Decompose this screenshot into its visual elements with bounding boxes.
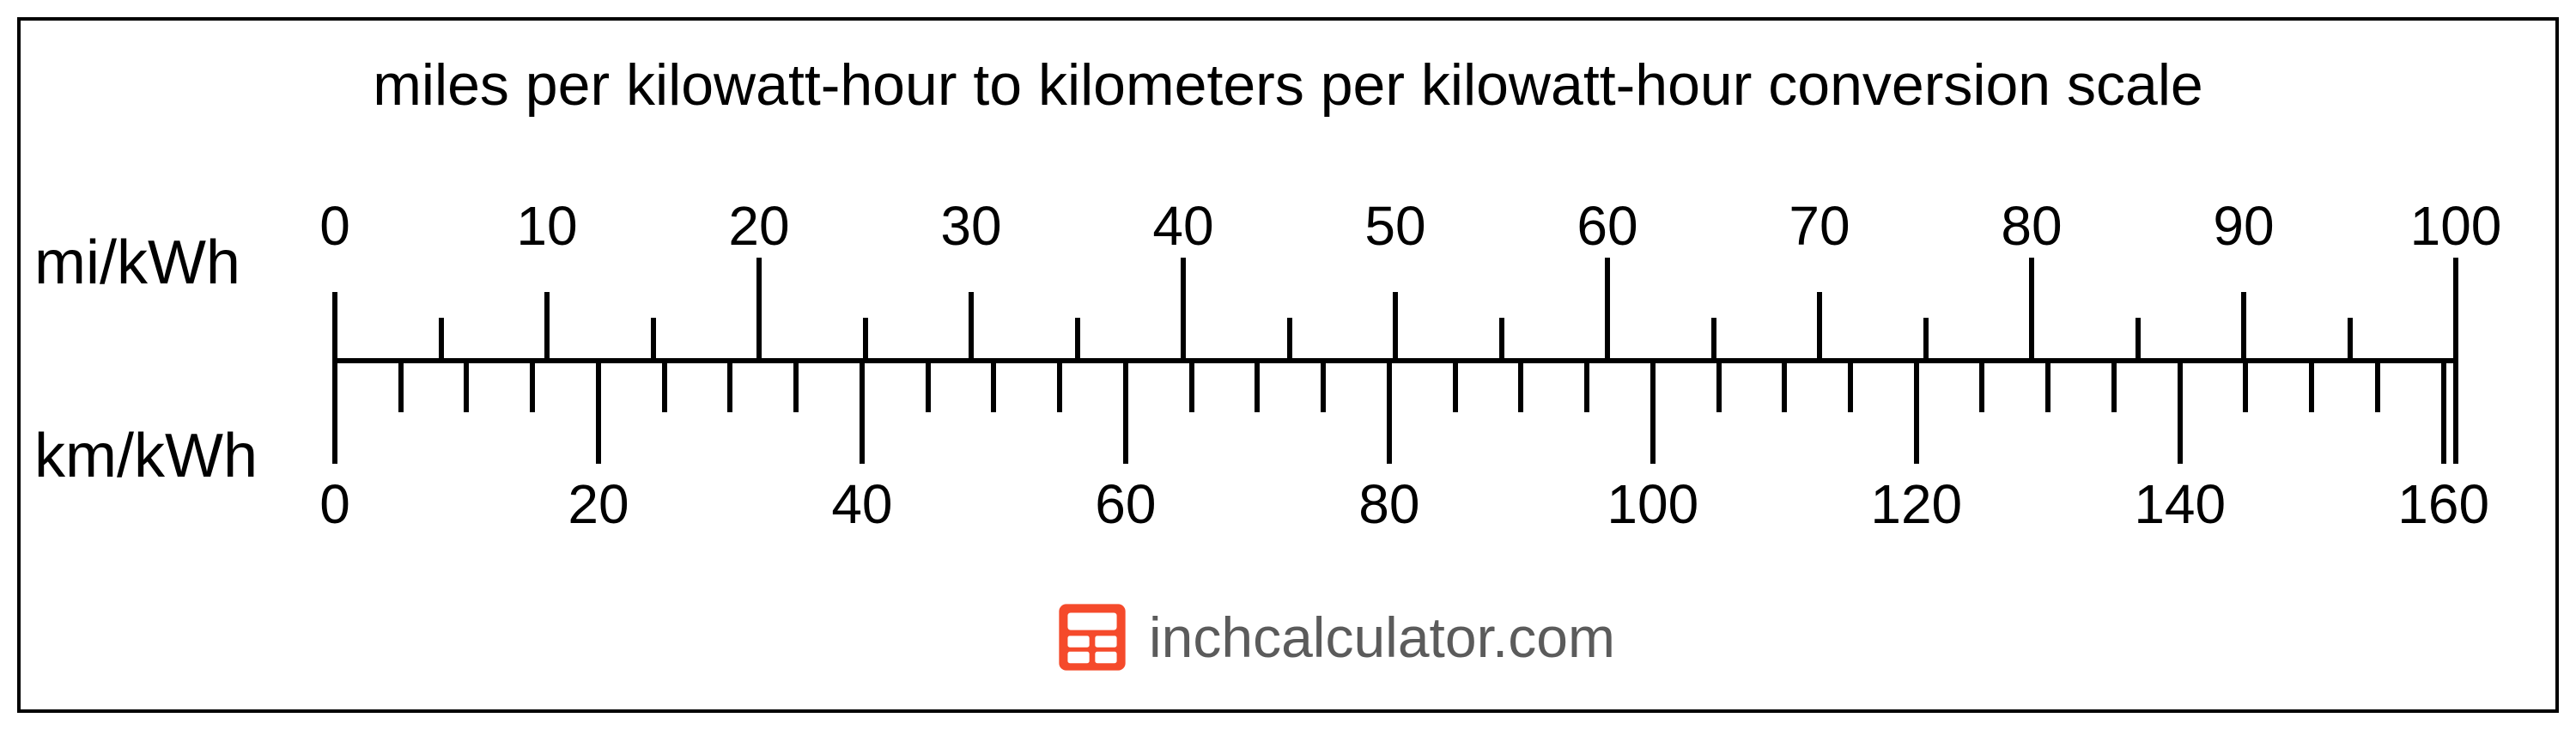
bottom-tick: [2243, 361, 2248, 412]
top-tick-label: 50: [1364, 194, 1425, 258]
top-tick: [332, 292, 337, 361]
bottom-tick: [1189, 361, 1194, 412]
bottom-unit-label: km/kWh: [34, 421, 258, 491]
top-tick-label: 70: [1789, 194, 1850, 258]
top-tick: [2136, 318, 2141, 361]
bottom-tick: [2441, 361, 2446, 464]
bottom-tick: [793, 361, 799, 412]
bottom-tick: [2178, 361, 2183, 464]
top-tick: [1393, 292, 1398, 361]
top-tick: [1075, 318, 1080, 361]
footer-text: inchcalculator.com: [1149, 605, 1615, 670]
top-tick: [969, 292, 974, 361]
bottom-tick: [332, 361, 337, 464]
top-tick: [2348, 318, 2353, 361]
bottom-tick: [1518, 361, 1523, 412]
top-tick: [544, 292, 550, 361]
bottom-tick-label: 100: [1607, 472, 1698, 536]
top-tick: [1817, 292, 1822, 361]
top-tick: [2241, 292, 2246, 361]
top-tick: [863, 318, 868, 361]
bottom-end-tick: [2453, 361, 2458, 464]
top-tick-label: 40: [1152, 194, 1213, 258]
bottom-tick: [530, 361, 535, 412]
bottom-tick-label: 40: [831, 472, 892, 536]
bottom-tick: [2375, 361, 2380, 412]
bottom-tick: [2309, 361, 2314, 412]
bottom-tick: [860, 361, 865, 464]
top-tick-label: 30: [940, 194, 1001, 258]
top-tick: [2029, 258, 2034, 361]
top-tick-label: 90: [2213, 194, 2274, 258]
bottom-tick: [1650, 361, 1656, 464]
top-tick: [651, 318, 656, 361]
bottom-tick: [1979, 361, 1984, 412]
bottom-tick: [1584, 361, 1589, 412]
bottom-tick-label: 80: [1358, 472, 1419, 536]
top-tick: [756, 258, 762, 361]
bottom-tick-label: 160: [2397, 472, 2489, 536]
bottom-tick: [1255, 361, 1260, 412]
bottom-tick: [1123, 361, 1128, 464]
bottom-tick-label: 140: [2134, 472, 2226, 536]
bottom-tick: [662, 361, 667, 412]
top-tick: [2453, 258, 2458, 361]
bottom-tick: [1848, 361, 1853, 412]
top-tick: [1711, 318, 1716, 361]
top-tick-label: 80: [2001, 194, 2062, 258]
bottom-tick: [1387, 361, 1392, 464]
top-tick-label: 0: [319, 194, 350, 258]
bottom-tick: [1057, 361, 1062, 412]
top-tick: [1181, 258, 1186, 361]
bottom-tick: [1782, 361, 1787, 412]
bottom-tick-label: 20: [568, 472, 629, 536]
bottom-tick: [398, 361, 404, 412]
top-tick: [1923, 318, 1929, 361]
top-tick-label: 10: [516, 194, 577, 258]
bottom-tick: [2111, 361, 2117, 412]
bottom-tick: [464, 361, 469, 412]
chart-title: miles per kilowatt-hour to kilometers pe…: [0, 52, 2576, 119]
bottom-tick-label: 120: [1870, 472, 1962, 536]
top-tick-label: 100: [2410, 194, 2502, 258]
top-tick: [1287, 318, 1292, 361]
top-tick: [439, 318, 444, 361]
bottom-tick: [926, 361, 931, 412]
top-tick: [1605, 258, 1610, 361]
bottom-tick: [596, 361, 601, 464]
bottom-tick: [1453, 361, 1458, 412]
bottom-tick: [1914, 361, 1919, 464]
top-tick-label: 20: [728, 194, 789, 258]
bottom-tick: [2045, 361, 2050, 412]
top-unit-label: mi/kWh: [34, 228, 240, 298]
bottom-tick-label: 0: [319, 472, 350, 536]
footer: inchcalculator.com: [1056, 601, 1615, 673]
bottom-tick: [727, 361, 732, 412]
bottom-tick: [1321, 361, 1326, 412]
bottom-tick: [1716, 361, 1722, 412]
top-tick: [1499, 318, 1504, 361]
calculator-icon: [1056, 601, 1128, 673]
bottom-tick: [991, 361, 996, 412]
bottom-tick-label: 60: [1095, 472, 1156, 536]
top-tick-label: 60: [1577, 194, 1637, 258]
